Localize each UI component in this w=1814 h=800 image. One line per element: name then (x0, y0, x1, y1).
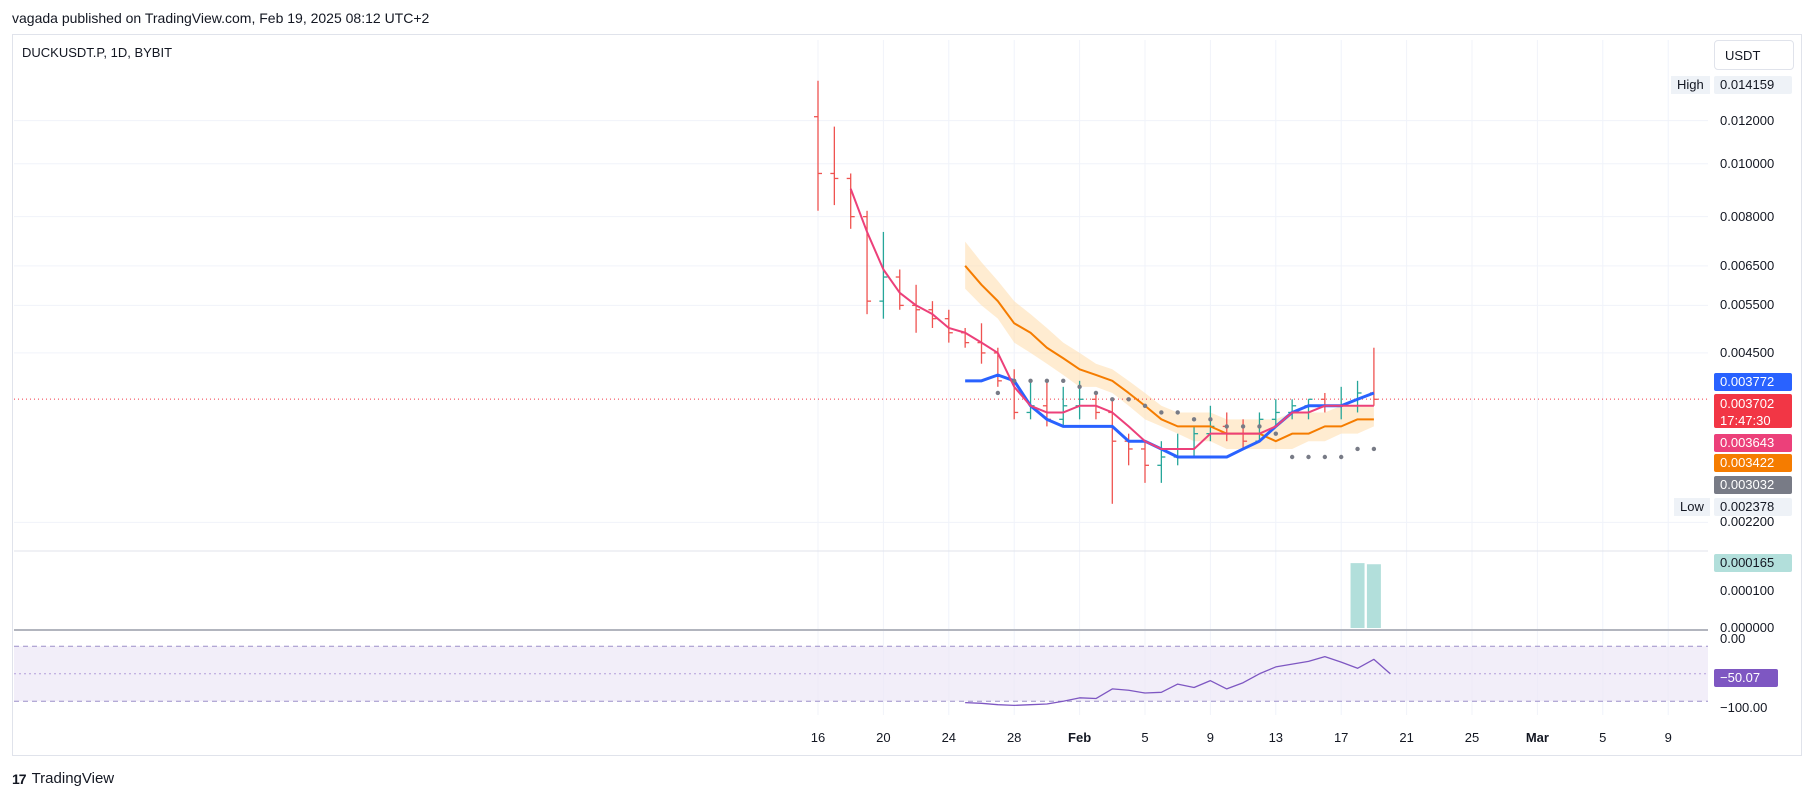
date-axis-label-13: 9 (1664, 730, 1672, 745)
chart-frame (12, 34, 1802, 756)
date-axis-label-0: 16 (810, 730, 826, 745)
psar-dot-22 (1175, 410, 1180, 415)
high-label: High (1671, 76, 1710, 94)
rsi-axis-label-0: 0.00 (1720, 631, 1746, 647)
tradingview-logo[interactable]: 17 TradingView (12, 770, 114, 787)
countdown-timer: 17:47:30 (1720, 413, 1771, 428)
psar-dot-25 (1224, 424, 1229, 429)
date-axis-label-11: Mar (1525, 730, 1549, 745)
ma-pink-tag: 0.003643 (1714, 434, 1792, 452)
volume-axis-label-0: 0.000100 (1720, 582, 1775, 598)
psar-dot-14 (1044, 378, 1050, 384)
date-axis-label-6: 9 (1206, 730, 1215, 745)
date-axis-label-4: Feb (1068, 730, 1092, 745)
volume-bar-33 (1350, 563, 1365, 628)
price-axis-label-1: 0.010000 (1720, 155, 1775, 171)
ma-pink-line (849, 188, 1374, 450)
date-axis-label-12: 5 (1599, 730, 1607, 745)
psar-dot-20 (1142, 403, 1148, 408)
psar-dot-28 (1273, 431, 1279, 436)
price-axis-label-3: 0.006500 (1720, 257, 1775, 273)
date-axis-label-3: 28 (1006, 730, 1022, 745)
psar-tag: 0.003032 (1714, 476, 1792, 494)
date-axis-label-1: 20 (876, 730, 891, 745)
psar-dot-17 (1093, 390, 1099, 396)
low-label: Low (1674, 498, 1710, 516)
volume-bar-34 (1366, 564, 1381, 628)
psar-dot-33 (1355, 446, 1360, 452)
publish-info: vagada published on TradingView.com, Feb… (12, 10, 430, 26)
tradingview-logo-icon: 17 (12, 770, 27, 787)
psar-dot-16 (1077, 384, 1082, 390)
band-fill (965, 241, 1374, 449)
price-axis-label-4: 0.005500 (1720, 297, 1775, 313)
high-value-tag: 0.014159 (1714, 76, 1792, 94)
psar-dot-34 (1371, 446, 1377, 452)
psar-dot-29 (1289, 454, 1295, 460)
psar-dot-13 (1028, 378, 1033, 384)
date-axis-label-9: 21 (1399, 730, 1414, 745)
price-axis-label-5: 0.004500 (1720, 344, 1775, 360)
brand-name: TradingView (31, 770, 115, 787)
price-axis-label-6: 0.002200 (1720, 514, 1775, 530)
volume-tag: 0.000165 (1714, 554, 1792, 572)
ma-blue-line (965, 373, 1375, 459)
psar-dot-31 (1322, 454, 1328, 460)
rsi-tag: −50.07 (1714, 669, 1778, 687)
ma-blue-tag: 0.003772 (1714, 373, 1792, 391)
psar-dot-26 (1240, 424, 1246, 429)
psar-dot-27 (1257, 424, 1262, 429)
currency-button[interactable]: USDT (1714, 40, 1794, 70)
low-value-tag: 0.002378 (1714, 498, 1792, 516)
date-axis-label-10: 25 (1464, 730, 1480, 745)
rsi-line (965, 655, 1391, 707)
psar-dot-12 (1012, 378, 1017, 384)
psar-dot-24 (1208, 417, 1213, 422)
date-axis-label-8: 17 (1333, 730, 1349, 745)
date-axis-label-5: 5 (1141, 730, 1149, 745)
psar-dot-21 (1159, 410, 1164, 415)
rsi-axis-label-1: −100.00 (1720, 700, 1768, 716)
psar-dot-32 (1339, 454, 1344, 460)
date-axis-label-2: 24 (941, 730, 957, 745)
date-axis-label-7: 13 (1268, 730, 1284, 745)
last-price-tag: 0.003702 17:47:30 (1714, 394, 1792, 428)
psar-dot-11 (995, 390, 1001, 396)
psar-dot-30 (1306, 454, 1311, 460)
ma-orange-tag: 0.003422 (1714, 454, 1792, 472)
psar-dot-23 (1191, 417, 1197, 422)
symbol-title: DUCKUSDT.P, 1D, BYBIT (22, 45, 173, 60)
volume-axis-label-1: 0.000000 (1720, 620, 1775, 635)
ma-orange-line (964, 265, 1374, 443)
price-axis-label-2: 0.008000 (1720, 208, 1775, 224)
psar-dot-15 (1061, 378, 1066, 384)
price-axis-label-0: 0.012000 (1720, 112, 1775, 128)
last-price-value: 0.003702 (1720, 396, 1775, 411)
psar-dot-18 (1110, 397, 1115, 402)
psar-dot-19 (1126, 397, 1131, 402)
